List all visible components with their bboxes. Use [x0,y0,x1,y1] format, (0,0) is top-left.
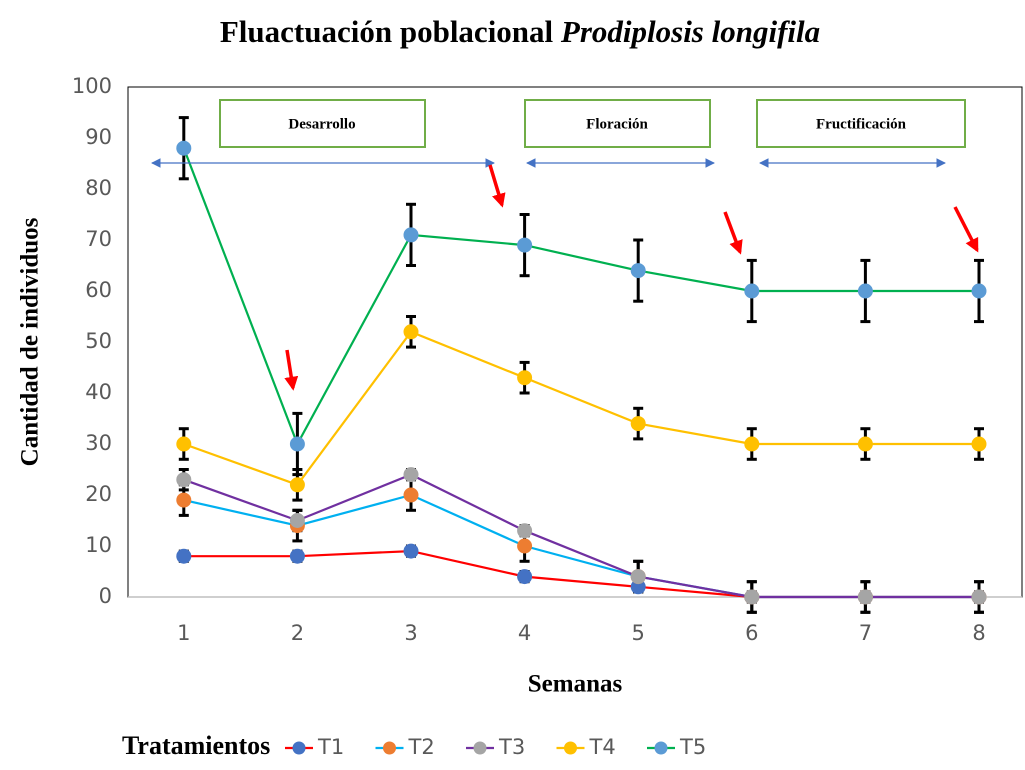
legend-label: T4 [589,735,616,759]
point [403,543,419,559]
y-tick-label: 60 [85,278,112,302]
lines [182,147,979,599]
point [971,589,987,605]
point [176,140,192,156]
legend-label: T2 [408,735,435,759]
point [403,227,419,243]
point [289,513,305,528]
y-tick-label: 100 [72,74,112,98]
point [744,589,760,605]
phase-label: Floración [586,116,648,132]
legend-marker [383,741,396,755]
x-tick-label: 1 [177,621,190,645]
point [517,569,533,585]
y-tick-label: 0 [99,584,112,608]
x-tick-label: 5 [632,621,645,645]
title-main: Fluactuación poblacional [220,14,554,49]
legend-marker [292,741,306,755]
legend-label: T1 [317,735,344,759]
red-arrow [488,164,506,208]
point [971,283,987,299]
red-arrow [284,349,299,391]
legend-title: Tratamientos [122,731,270,760]
phase-label: Fructificación [816,116,907,132]
x-tick-label: 2 [291,621,304,645]
y-tick-label: 50 [85,329,112,353]
phase-box [219,99,426,148]
point [403,324,419,340]
x-tick-label: 3 [404,621,417,645]
point [176,436,192,452]
y-tick-label: 80 [85,176,112,200]
point [517,538,533,554]
phase-label: Desarrollo [288,116,355,132]
point [176,472,192,488]
y-tick-label: 40 [85,380,112,404]
red-arrow [723,211,743,255]
point [517,237,533,253]
point [289,548,305,564]
series-line [182,147,979,447]
phase-box [524,99,711,148]
point [403,467,419,483]
series-line [183,330,979,487]
point [971,436,987,452]
x-tick-label: 8 [972,621,985,645]
point [517,523,533,539]
point [857,436,873,452]
legend-marker [473,741,487,755]
title-italic: Prodiplosis longifila [560,14,820,49]
point [744,436,760,452]
annotations: Desarrollo Floración Fructificación [151,99,979,391]
point [289,436,305,452]
point [630,263,646,279]
x-tick-label: 7 [859,621,872,645]
point [857,283,873,299]
x-tick-label: 4 [518,621,531,645]
point [857,589,873,605]
point [517,370,533,386]
phase-box [756,99,966,148]
y-tick-label: 20 [85,482,112,506]
red-arrow [953,206,979,253]
chart-title: Fluactuación poblacional Prodiplosis lon… [220,14,820,49]
point [176,548,192,564]
legend-label: T3 [498,735,525,759]
point [403,487,419,503]
y-tick-label: 30 [85,431,112,455]
x-tick-label: 6 [745,621,758,645]
point [630,416,646,432]
legend-label: T5 [679,735,706,759]
y-tick-label: 10 [85,533,112,557]
x-axis-label: Semanas [528,671,623,698]
point [630,569,646,585]
legend-marker [564,741,577,755]
legend-marker [654,741,668,755]
y-axis-label: Cantidad de individuos [17,217,44,466]
y-tick-label: 90 [85,125,112,149]
y-tick-label: 70 [85,227,112,251]
point [289,477,305,493]
series-line [183,473,979,599]
point [176,492,192,508]
markers [176,140,987,605]
error-bars [178,116,984,614]
point [744,283,760,299]
